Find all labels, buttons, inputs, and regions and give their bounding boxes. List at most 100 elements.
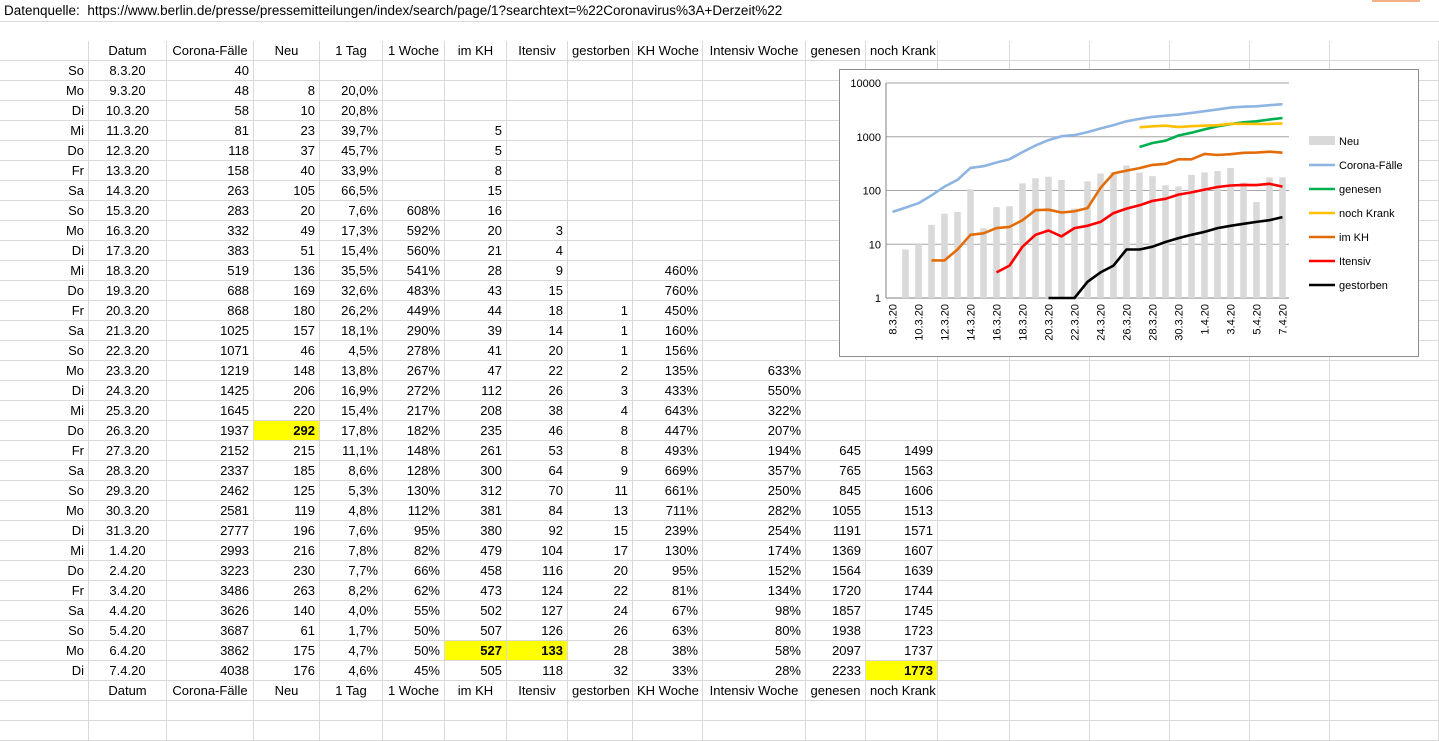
table-cell[interactable]: 28%: [703, 661, 806, 681]
table-cell[interactable]: So: [0, 201, 89, 221]
table-cell[interactable]: 136: [254, 261, 320, 281]
empty-cell[interactable]: [938, 381, 1010, 401]
table-cell[interactable]: 290%: [383, 321, 445, 341]
empty-cell[interactable]: [866, 701, 938, 721]
table-cell[interactable]: [507, 181, 568, 201]
empty-cell[interactable]: [938, 721, 1010, 741]
table-cell[interactable]: 263: [254, 581, 320, 601]
empty-cell[interactable]: [445, 721, 507, 741]
empty-cell[interactable]: [1330, 381, 1439, 401]
table-cell[interactable]: [806, 381, 866, 401]
table-cell[interactable]: [507, 161, 568, 181]
table-cell[interactable]: Mo: [0, 641, 89, 661]
empty-cell[interactable]: [1250, 621, 1330, 641]
empty-cell[interactable]: [866, 721, 938, 741]
table-cell[interactable]: [806, 421, 866, 441]
empty-cell[interactable]: [1330, 641, 1439, 661]
table-cell[interactable]: [568, 121, 633, 141]
table-cell[interactable]: 63%: [633, 621, 703, 641]
table-cell[interactable]: 7,7%: [320, 561, 383, 581]
table-cell[interactable]: 357%: [703, 461, 806, 481]
table-cell[interactable]: 118: [507, 661, 568, 681]
empty-cell[interactable]: [1170, 581, 1250, 601]
table-cell[interactable]: 458: [445, 561, 507, 581]
table-cell[interactable]: 19.3.20: [89, 281, 167, 301]
table-cell[interactable]: Sa: [0, 461, 89, 481]
table-cell[interactable]: 32: [568, 661, 633, 681]
table-cell[interactable]: 688: [167, 281, 254, 301]
table-cell[interactable]: 5: [445, 141, 507, 161]
empty-cell[interactable]: [1010, 681, 1090, 701]
empty-cell[interactable]: [938, 361, 1010, 381]
empty-cell[interactable]: [320, 721, 383, 741]
empty-cell[interactable]: [1330, 701, 1439, 721]
table-cell[interactable]: 8,6%: [320, 461, 383, 481]
table-cell[interactable]: So: [0, 621, 89, 641]
table-cell[interactable]: [633, 221, 703, 241]
empty-cell[interactable]: [1090, 361, 1170, 381]
table-cell[interactable]: Sa: [0, 321, 89, 341]
table-cell[interactable]: 1564: [806, 561, 866, 581]
table-cell[interactable]: [568, 181, 633, 201]
table-cell[interactable]: 11.3.20: [89, 121, 167, 141]
table-cell[interactable]: Do: [0, 421, 89, 441]
table-cell[interactable]: 12.3.20: [89, 141, 167, 161]
empty-cell[interactable]: [938, 461, 1010, 481]
empty-cell[interactable]: [1170, 541, 1250, 561]
table-cell[interactable]: [703, 141, 806, 161]
table-cell[interactable]: [866, 381, 938, 401]
table-cell[interactable]: 66%: [383, 561, 445, 581]
empty-cell[interactable]: [1090, 381, 1170, 401]
table-cell[interactable]: 194%: [703, 441, 806, 461]
table-cell[interactable]: 23.3.20: [89, 361, 167, 381]
table-cell[interactable]: 45,7%: [320, 141, 383, 161]
table-cell[interactable]: 158: [167, 161, 254, 181]
table-cell[interactable]: 126: [507, 621, 568, 641]
table-cell[interactable]: 160%: [633, 321, 703, 341]
table-cell[interactable]: 2: [568, 361, 633, 381]
table-cell[interactable]: 2337: [167, 461, 254, 481]
table-cell[interactable]: Fr: [0, 161, 89, 181]
empty-cell[interactable]: [938, 581, 1010, 601]
empty-cell[interactable]: [1010, 361, 1090, 381]
table-cell[interactable]: 140: [254, 601, 320, 621]
table-cell[interactable]: 185: [254, 461, 320, 481]
table-cell[interactable]: 5,3%: [320, 481, 383, 501]
table-cell[interactable]: [703, 341, 806, 361]
empty-cell[interactable]: [1010, 701, 1090, 721]
column-header[interactable]: 1 Woche: [383, 681, 445, 701]
empty-cell[interactable]: [1330, 621, 1439, 641]
table-cell[interactable]: 18.3.20: [89, 261, 167, 281]
table-cell[interactable]: Mi: [0, 121, 89, 141]
table-cell[interactable]: 1: [568, 341, 633, 361]
table-cell[interactable]: 95%: [383, 521, 445, 541]
empty-cell[interactable]: [1090, 541, 1170, 561]
empty-cell[interactable]: [1170, 601, 1250, 621]
table-cell[interactable]: 28: [568, 641, 633, 661]
empty-cell[interactable]: [1010, 541, 1090, 561]
table-cell[interactable]: [507, 81, 568, 101]
table-cell[interactable]: [703, 261, 806, 281]
table-cell[interactable]: 13.3.20: [89, 161, 167, 181]
table-cell[interactable]: 239%: [633, 521, 703, 541]
table-cell[interactable]: 133: [507, 641, 568, 661]
table-cell[interactable]: 7.4.20: [89, 661, 167, 681]
empty-cell[interactable]: [633, 721, 703, 741]
table-cell[interactable]: 483%: [383, 281, 445, 301]
table-cell[interactable]: 711%: [633, 501, 703, 521]
table-cell[interactable]: [633, 61, 703, 81]
table-cell[interactable]: 80%: [703, 621, 806, 641]
table-cell[interactable]: Mi: [0, 261, 89, 281]
table-cell[interactable]: 493%: [633, 441, 703, 461]
empty-cell[interactable]: [938, 701, 1010, 721]
table-cell[interactable]: 24: [568, 601, 633, 621]
empty-cell[interactable]: [1170, 621, 1250, 641]
table-cell[interactable]: [806, 361, 866, 381]
empty-cell[interactable]: [1090, 561, 1170, 581]
table-cell[interactable]: 4: [568, 401, 633, 421]
table-cell[interactable]: 45%: [383, 661, 445, 681]
table-cell[interactable]: 215: [254, 441, 320, 461]
empty-cell[interactable]: [1330, 581, 1439, 601]
empty-cell[interactable]: [507, 701, 568, 721]
